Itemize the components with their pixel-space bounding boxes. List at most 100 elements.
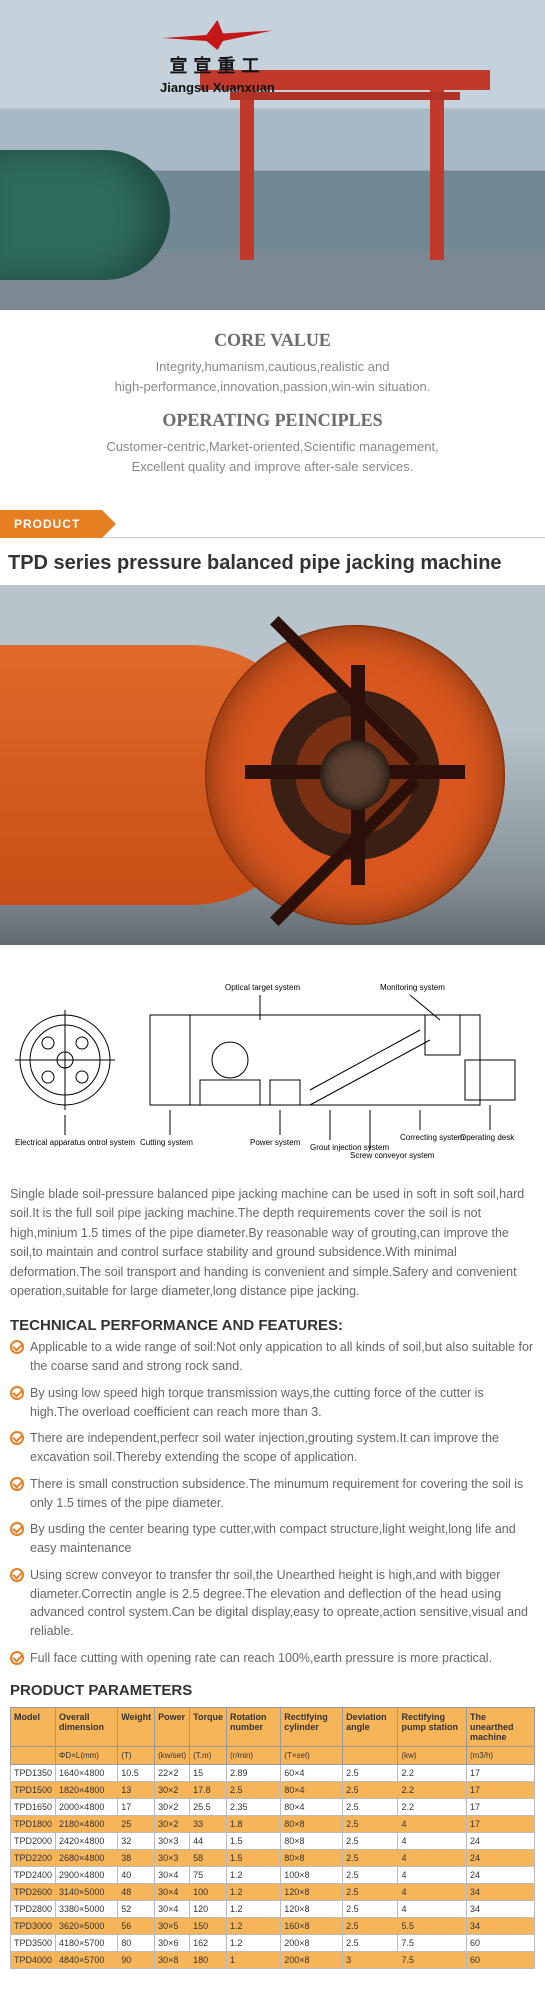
core-value-text: Integrity,humanism,cautious,realistic an…	[30, 357, 515, 396]
check-icon	[10, 1386, 24, 1400]
table-cell: 2.2	[398, 1781, 466, 1798]
page-title: TPD series pressure balanced pipe jackin…	[0, 538, 545, 585]
table-cell: 120×8	[281, 1883, 343, 1900]
table-cell: 32	[118, 1832, 155, 1849]
table-cell: 2900×4800	[56, 1866, 118, 1883]
table-cell: 48	[118, 1883, 155, 1900]
feature-text: There is small construction subsidence.T…	[30, 1475, 535, 1513]
col-header: Rectifying cylinder	[281, 1707, 343, 1746]
check-icon	[10, 1431, 24, 1445]
table-cell: 34	[466, 1883, 534, 1900]
table-cell: 10.5	[118, 1764, 155, 1781]
table-cell: 160×8	[281, 1917, 343, 1934]
table-cell: 2.5	[343, 1815, 398, 1832]
table-cell: 17	[466, 1815, 534, 1832]
table-row: TPD24002900×48004030×4751.2100×82.5424	[11, 1866, 535, 1883]
table-cell: TPD2000	[11, 1832, 56, 1849]
table-row: TPD30003620×50005630×51501.2160×82.55.53…	[11, 1917, 535, 1934]
table-row: TPD26003140×50004830×41001.2120×82.5434	[11, 1883, 535, 1900]
diag-screw: Screw conveyor system	[350, 1151, 435, 1160]
check-icon	[10, 1340, 24, 1354]
table-cell: TPD2800	[11, 1900, 56, 1917]
table-cell: 80×4	[281, 1781, 343, 1798]
core-value-heading: CORE VALUE	[30, 330, 515, 351]
table-cell: 60	[466, 1934, 534, 1951]
col-header: Overall dimension	[56, 1707, 118, 1746]
table-cell: 2420×4800	[56, 1832, 118, 1849]
table-cell: 1.2	[226, 1900, 280, 1917]
diag-power: Power system	[250, 1138, 301, 1147]
table-row: TPD16502000×48001730×225.52.3580×42.52.2…	[11, 1798, 535, 1815]
table-cell: 4	[398, 1832, 466, 1849]
features-list: Applicable to a wide range of soil:Not o…	[0, 1338, 545, 1675]
table-cell: TPD3500	[11, 1934, 56, 1951]
table-cell: 2.5	[343, 1764, 398, 1781]
table-row: TPD13501640×480010.522×2152.8960×42.52.2…	[11, 1764, 535, 1781]
table-cell: 120×8	[281, 1900, 343, 1917]
table-cell: 1.5	[226, 1832, 280, 1849]
table-cell: 2.5	[343, 1934, 398, 1951]
table-cell: 30×2	[155, 1781, 190, 1798]
table-cell: 150	[190, 1917, 227, 1934]
table-cell: 1.8	[226, 1815, 280, 1832]
table-cell: 80×8	[281, 1849, 343, 1866]
feature-text: Applicable to a wide range of soil:Not o…	[30, 1338, 535, 1376]
col-subheader: (kw)	[398, 1746, 466, 1764]
diag-correct: Correcting system	[400, 1133, 465, 1142]
table-row: TPD22002680×48003830×3581.580×82.5424	[11, 1849, 535, 1866]
table-cell: TPD4000	[11, 1951, 56, 1968]
table-cell: 80×8	[281, 1815, 343, 1832]
table-cell: 1640×4800	[56, 1764, 118, 1781]
table-cell: 200×8	[281, 1934, 343, 1951]
table-subheader-row: ΦD×L(mm)(T)(kw/set)(T.m)(r/min)(T×set)(k…	[11, 1746, 535, 1764]
table-cell: 40	[118, 1866, 155, 1883]
table-cell: TPD3000	[11, 1917, 56, 1934]
table-cell: 30×3	[155, 1832, 190, 1849]
table-cell: 52	[118, 1900, 155, 1917]
col-subheader: (T)	[118, 1746, 155, 1764]
table-cell: 22×2	[155, 1764, 190, 1781]
table-cell: 7.5	[398, 1934, 466, 1951]
company-logo: 宣宣重工 Jiangsu Xuanxuan	[160, 20, 275, 95]
feature-text: By usding the center bearing type cutter…	[30, 1520, 535, 1558]
check-icon	[10, 1651, 24, 1665]
table-cell: 17.8	[190, 1781, 227, 1798]
table-cell: 17	[466, 1781, 534, 1798]
params-heading: PRODUCT PARAMETERS	[0, 1676, 545, 1703]
table-row: TPD35004180×57008030×61621.2200×82.57.56…	[11, 1934, 535, 1951]
description: Single blade soil-pressure balanced pipe…	[0, 1175, 545, 1311]
table-cell: 80	[118, 1934, 155, 1951]
col-subheader: ΦD×L(mm)	[56, 1746, 118, 1764]
table-cell: 34	[466, 1917, 534, 1934]
diag-monitor: Monitoring system	[380, 983, 445, 992]
table-cell: 30×3	[155, 1849, 190, 1866]
table-cell: 3	[343, 1951, 398, 1968]
table-cell: 1.2	[226, 1934, 280, 1951]
operating-heading: OPERATING PEINCIPLES	[30, 410, 515, 431]
table-cell: 3140×5000	[56, 1883, 118, 1900]
table-cell: 15	[190, 1764, 227, 1781]
table-row: TPD40004840×57009030×81801200×837.560	[11, 1951, 535, 1968]
col-header: Rectifying pump station	[398, 1707, 466, 1746]
table-cell: 80×8	[281, 1832, 343, 1849]
diag-cutting: Cutting system	[140, 1138, 193, 1147]
diag-desk: Operating desk	[460, 1133, 515, 1142]
table-cell: TPD1650	[11, 1798, 56, 1815]
col-header: Power	[155, 1707, 190, 1746]
feature-item: Applicable to a wide range of soil:Not o…	[0, 1338, 545, 1384]
table-cell: 2.5	[343, 1917, 398, 1934]
table-cell: 1.2	[226, 1883, 280, 1900]
col-header: The unearthed machine	[466, 1707, 534, 1746]
table-cell: 2.5	[343, 1798, 398, 1815]
col-header: Deviation angle	[343, 1707, 398, 1746]
col-subheader: (T.m)	[190, 1746, 227, 1764]
table-cell: 100	[190, 1883, 227, 1900]
table-cell: 24	[466, 1832, 534, 1849]
operating-text: Customer-centric,Market-oriented,Scienti…	[30, 437, 515, 476]
table-cell: TPD2200	[11, 1849, 56, 1866]
table-cell: 30×2	[155, 1798, 190, 1815]
table-cell: 100×8	[281, 1866, 343, 1883]
feature-item: Full face cutting with opening rate can …	[0, 1649, 545, 1676]
table-cell: TPD2400	[11, 1866, 56, 1883]
table-cell: 4	[398, 1815, 466, 1832]
